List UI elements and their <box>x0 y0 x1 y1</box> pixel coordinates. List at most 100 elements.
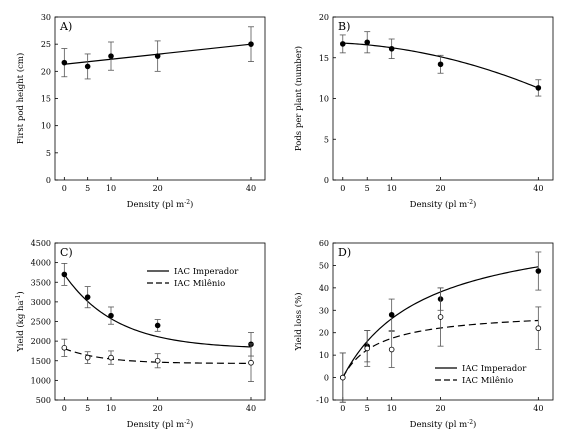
y-tick-label: 5 <box>46 149 51 158</box>
x-tick-label: 5 <box>85 184 90 193</box>
x-axis-label: Density (pl m-2) <box>410 199 477 211</box>
data-point <box>535 268 542 274</box>
x-tick-label: 20 <box>435 184 445 193</box>
y-tick-label: 30 <box>41 13 51 22</box>
y-tick-label: 10 <box>41 122 51 131</box>
data-point <box>61 59 68 66</box>
panel-b: 0 5 10 15 20 0 5 10 20 40 Density (pl m-2) Pods per… <box>293 13 554 211</box>
y-tick-label: 5 <box>324 135 329 144</box>
series-0 <box>61 263 254 357</box>
panel-label: D) <box>338 246 351 259</box>
y-tick-label: 1500 <box>31 357 51 366</box>
y-tick-label: 10 <box>319 95 329 104</box>
y-tick-label: 0 <box>46 176 51 185</box>
y-tick-label: 50 <box>319 261 329 270</box>
legend-label: IAC Milênio <box>174 278 225 289</box>
y-tick-label: 30 <box>319 306 329 315</box>
y-tick-label: 40 <box>319 284 329 293</box>
data-point <box>84 294 91 300</box>
data-point <box>437 61 444 68</box>
series-1 <box>339 287 542 403</box>
y-axis-label: First pod height (cm) <box>15 53 26 145</box>
data-point <box>248 359 254 366</box>
x-axis-label: Density (pl m-2) <box>127 419 194 431</box>
y-tick-label: 20 <box>319 13 329 22</box>
legend-label: IAC Imperador <box>462 364 527 374</box>
data-point <box>535 325 542 332</box>
x-tick-label: 40 <box>246 184 256 193</box>
y-tick-label: 0 <box>324 374 329 383</box>
x-tick-label: 5 <box>365 184 370 193</box>
y-tick-label: 25 <box>41 40 51 49</box>
data-point <box>339 374 346 381</box>
data-point <box>84 354 91 361</box>
x-tick-label: 10 <box>387 184 397 193</box>
x-tick-label: 40 <box>246 404 256 413</box>
x-tick-label: 40 <box>533 404 543 413</box>
legend-label: IAC Milênio <box>462 375 513 386</box>
x-tick-label: 20 <box>153 404 163 413</box>
fit-line <box>63 274 252 348</box>
x-tick-label: 0 <box>62 184 67 193</box>
x-tick-label: 5 <box>85 404 90 413</box>
data-point <box>388 45 395 52</box>
plot-frame <box>332 242 554 401</box>
y-tick-label: 15 <box>41 95 51 104</box>
data-point <box>364 39 371 46</box>
data-point <box>535 85 542 91</box>
y-axis-label: Yield loss (%) <box>293 292 304 351</box>
panel-c: 500 1000 1500 2000 2500 3000 3500 4000 4500 0 5 10 2… <box>15 239 266 430</box>
y-tick-label: 3500 <box>31 278 51 287</box>
data-point <box>154 322 161 329</box>
y-tick-label: 20 <box>41 67 51 76</box>
panel-label: C) <box>60 246 73 259</box>
y-tick-label: 0 <box>324 176 329 185</box>
y-tick-label: 2500 <box>31 318 51 327</box>
y-tick-label: 2000 <box>31 337 51 346</box>
y-tick-label: 3000 <box>31 298 51 307</box>
x-tick-label: 5 <box>365 404 370 413</box>
x-tick-label: 20 <box>435 404 445 413</box>
y-tick-label: 10 <box>319 351 329 360</box>
panel-d: -10 0 10 20 30 40 50 60 0 5 10 20 40 Density (pl m-2)… <box>293 239 554 431</box>
y-tick-label: 20 <box>319 329 329 338</box>
data-point <box>108 53 114 59</box>
data-point <box>61 271 68 278</box>
data-point <box>248 41 254 47</box>
x-tick-label: 10 <box>106 404 116 413</box>
plot-frame <box>54 16 266 181</box>
panel-label: B) <box>338 20 350 33</box>
data-point <box>339 41 346 47</box>
panel-label: A) <box>59 20 72 33</box>
x-tick-label: 40 <box>533 184 543 193</box>
y-axis-label: Pods per plant (number) <box>293 46 304 151</box>
x-axis-label: Density (pl m-2) <box>127 199 194 211</box>
data-point <box>388 311 395 318</box>
data-point <box>108 354 114 361</box>
x-tick-label: 0 <box>340 184 345 193</box>
x-tick-label: 10 <box>106 184 116 193</box>
series-0 <box>61 26 254 80</box>
data-point <box>154 357 161 364</box>
y-tick-label: 4500 <box>31 239 51 248</box>
data-point <box>437 314 444 320</box>
series-1 <box>61 338 254 382</box>
y-tick-label: 4000 <box>31 259 51 268</box>
data-point <box>154 53 161 59</box>
data-point <box>108 312 114 319</box>
y-tick-label: 60 <box>319 239 329 248</box>
series-0 <box>339 31 542 97</box>
y-tick-label: 1000 <box>31 376 51 385</box>
y-tick-label: -10 <box>316 396 329 405</box>
x-tick-label: 0 <box>340 404 345 413</box>
x-axis-label: Density (pl m-2) <box>410 419 477 431</box>
y-tick-label: 15 <box>319 54 329 63</box>
y-tick-label: 500 <box>36 396 51 405</box>
legend-label: IAC Imperador <box>174 267 239 277</box>
y-axis-label: Yield (kg ha-1) <box>15 291 27 352</box>
data-point <box>364 345 371 352</box>
panel-a: 0 5 10 15 20 25 30 0 5 10 20 40 Density (pl m-2) Firs… <box>15 13 266 211</box>
data-point <box>61 344 68 351</box>
